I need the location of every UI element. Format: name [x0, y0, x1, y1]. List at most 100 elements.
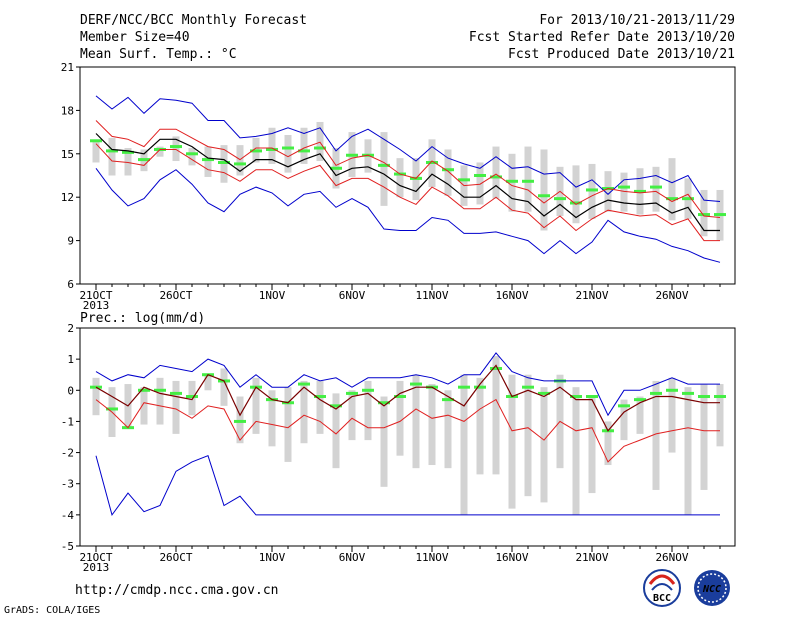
spread-box [124, 148, 132, 176]
header-right-line-3: Fcst Produced Date 2013/10/21 [508, 47, 735, 62]
spread-box [92, 140, 100, 163]
median-marker [298, 149, 310, 153]
spread-box [652, 166, 660, 212]
spread-box [668, 377, 676, 453]
spread-box [156, 146, 164, 157]
median-marker [570, 395, 582, 399]
median-marker [570, 201, 582, 205]
spread-box [252, 377, 260, 434]
y-tick-label: 12 [61, 191, 74, 204]
y-tick-label: -1 [61, 415, 74, 428]
median-marker [538, 391, 550, 395]
spread-box [412, 374, 420, 469]
y-tick-label: -5 [61, 540, 74, 553]
spread-box [396, 380, 404, 456]
median-marker [490, 366, 502, 370]
min-line [95, 455, 720, 517]
median-marker [282, 146, 294, 150]
median-marker [122, 150, 134, 154]
ensemble-mean-line [95, 364, 720, 432]
median-marker [490, 175, 502, 179]
median-marker [522, 179, 534, 183]
median-marker [458, 385, 470, 389]
ncc-logo: NCC [694, 570, 730, 606]
median-marker [714, 213, 726, 217]
grads-credit: GrADS: COLA/IGES [4, 605, 100, 616]
median-marker [650, 185, 662, 189]
spread-box [540, 387, 548, 503]
median-marker [458, 178, 470, 182]
bcc-logo: BCC [643, 569, 681, 607]
y-tick-label: 2 [67, 322, 74, 335]
precipitation-panel-frame [79, 327, 736, 547]
min-line [95, 168, 721, 263]
x-tick-label: 11NOV [415, 289, 448, 302]
median-marker [218, 160, 230, 164]
temperature-panel: 6 9 12 15 18 21 21OCT 26OCT 1NOV 6NOV 11NOV 16NOV 21… [61, 61, 726, 312]
header-right-line-2: Fcst Started Refer Date 2013/10/20 [469, 30, 735, 45]
x-year-label: 2013 [83, 299, 110, 312]
spread-box [620, 172, 628, 212]
median-marker [666, 388, 678, 392]
median-marker [378, 163, 390, 167]
spread-box [444, 149, 452, 196]
spread-box [268, 127, 276, 164]
median-marker [474, 174, 486, 177]
mean-minus-sd-line [95, 143, 720, 242]
median-marker [234, 419, 246, 423]
ncc-logo-text: NCC [702, 584, 721, 595]
median-marker [554, 197, 566, 201]
median-marker [714, 395, 726, 399]
mean-plus-sd-line [95, 120, 721, 218]
source-url: http://cmdp.ncc.cma.gov.cn [75, 583, 279, 598]
x-tick-label: 21OCT [79, 289, 112, 302]
x-tick-label: 26OCT [159, 551, 192, 564]
spread-box [220, 368, 228, 406]
median-marker [634, 189, 646, 193]
spread-box [332, 393, 340, 469]
spread-box [108, 137, 116, 176]
spread-box [604, 421, 612, 466]
median-marker [330, 166, 342, 170]
spread-box [572, 165, 580, 224]
x-tick-label: 26NOV [655, 551, 688, 564]
spread-box [284, 387, 292, 462]
max-line [95, 352, 720, 417]
median-marker [586, 395, 598, 399]
median-marker [170, 391, 182, 395]
spread-box [300, 127, 308, 164]
spread-box [140, 387, 148, 425]
spread-box [620, 399, 628, 441]
mean-minus-sd-line [95, 398, 720, 463]
median-marker [442, 398, 454, 402]
median-marker [314, 395, 326, 399]
x-tick-label: 1NOV [259, 551, 286, 564]
header-left-line-3: Mean Surf. Temp.: °C [80, 47, 237, 62]
spread-box [188, 148, 196, 166]
median-marker [186, 395, 198, 399]
median-marker [394, 395, 406, 399]
spread-box [652, 380, 660, 490]
header-left-line-1: DERF/NCC/BCC Monthly Forecast [80, 13, 307, 28]
median-marker [250, 149, 262, 153]
ensemble-mean-line [95, 133, 720, 232]
spread-box [460, 374, 468, 515]
spread-box [444, 390, 452, 469]
median-marker [682, 197, 694, 201]
median-marker [298, 382, 310, 386]
spread-box [524, 146, 532, 212]
median-marker [682, 391, 694, 395]
header-left-line-2: Member Size=40 [80, 30, 190, 45]
y-tick-label: 15 [61, 148, 74, 161]
spread-box [428, 384, 436, 466]
median-marker [538, 194, 550, 198]
spread-box [204, 146, 212, 177]
y-tick-label: 21 [61, 61, 74, 74]
median-marker [442, 168, 454, 172]
header-right-line-1: For 2013/10/21-2013/11/29 [539, 13, 735, 28]
spread-box [316, 380, 324, 434]
x-tick-label: 16NOV [495, 551, 528, 564]
precip-panel-title: Prec.: log(mm/d) [80, 311, 205, 326]
spread-box [604, 171, 612, 212]
